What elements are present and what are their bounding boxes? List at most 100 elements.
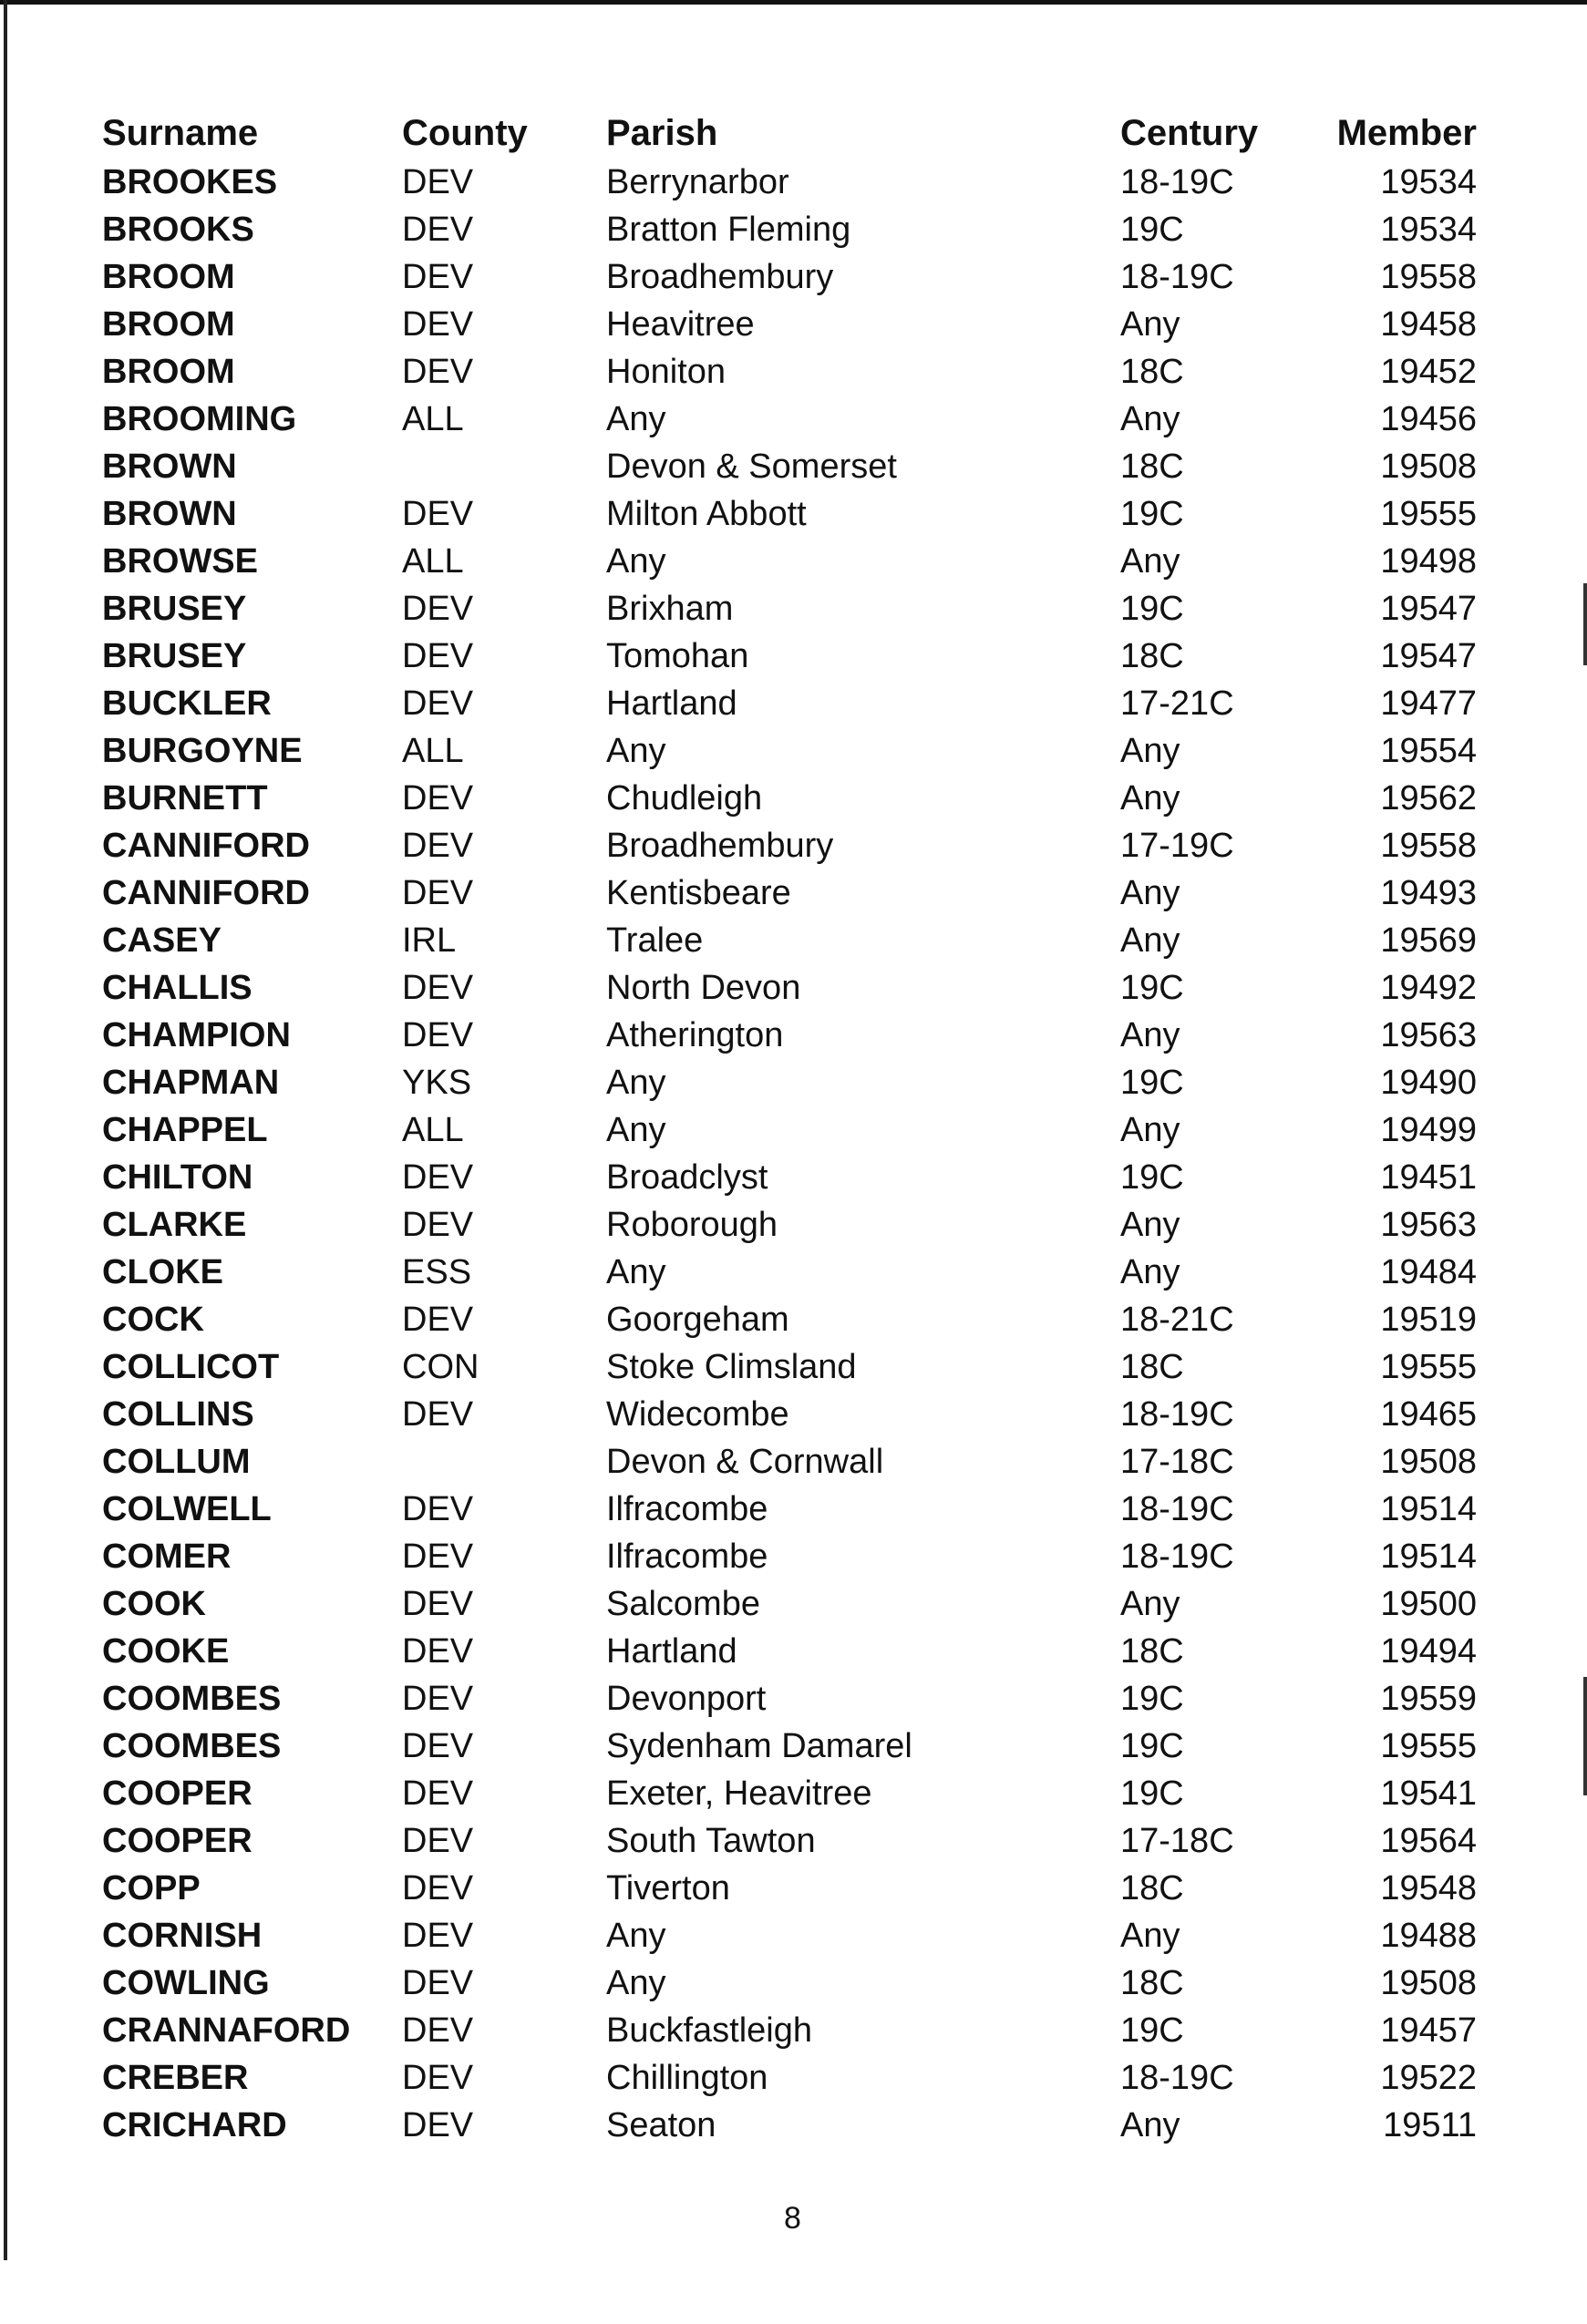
cell-surname: CHAPMAN [102, 1064, 280, 1102]
cell-surname: COOPER [102, 1774, 252, 1813]
table-row: COLLICOT CON Stoke Climsland 18C 19555 [102, 1343, 1477, 1391]
table-row: CHALLIS DEV North Devon 19C 19492 [102, 964, 1477, 1012]
cell-member: 19451 [1380, 1158, 1477, 1197]
cell-county: DEV [402, 1632, 474, 1671]
cell-parish: Devon & Cornwall [606, 1443, 884, 1481]
table-row: CANNIFORD DEV Kentisbeare Any 19493 [102, 869, 1477, 917]
cell-member: 19555 [1380, 1348, 1477, 1386]
cell-parish: Any [606, 1917, 666, 1955]
cell-parish: Any [606, 400, 666, 438]
cell-member: 19508 [1380, 1443, 1477, 1481]
header-member: Member [1336, 113, 1477, 153]
cell-member: 19558 [1380, 258, 1477, 296]
cell-county: DEV [402, 969, 474, 1007]
cell-parish: Devon & Somerset [606, 447, 897, 486]
cell-century: 18C [1120, 353, 1184, 391]
surname-interests-table: Surname County Parish Century Member BRO… [102, 108, 1477, 2149]
cell-parish: Hartland [606, 684, 737, 723]
cell-county: ALL [402, 1111, 464, 1149]
cell-century: 19C [1120, 2011, 1184, 2050]
cell-county: DEV [402, 163, 474, 201]
cell-member: 19564 [1380, 1822, 1477, 1860]
cell-county: DEV [402, 590, 474, 628]
cell-century: 17-21C [1120, 684, 1234, 723]
cell-member: 19559 [1380, 1680, 1477, 1718]
cell-county: YKS [402, 1064, 472, 1102]
cell-county: IRL [402, 921, 457, 960]
cell-county: DEV [402, 1206, 474, 1244]
cell-county: ALL [402, 400, 464, 438]
cell-parish: Broadhembury [606, 827, 834, 865]
cell-parish: Devonport [606, 1680, 767, 1718]
cell-member: 19498 [1380, 542, 1477, 581]
table-row: CRANNAFORD DEV Buckfastleigh 19C 19457 [102, 2007, 1477, 2054]
cell-member: 19499 [1380, 1111, 1477, 1149]
cell-surname: BRUSEY [102, 590, 247, 628]
table-row: CHAMPION DEV Atherington Any 19563 [102, 1012, 1477, 1059]
cell-surname: COOMBES [102, 1680, 282, 1718]
cell-surname: BROWN [102, 447, 237, 486]
table-row: BROOM DEV Honiton 18C 19452 [102, 348, 1477, 396]
cell-surname: BROOKES [102, 163, 278, 201]
cell-county: DEV [402, 258, 474, 296]
cell-parish: Ilfracombe [606, 1537, 768, 1576]
cell-member: 19569 [1380, 921, 1477, 960]
table-row: BURNETT DEV Chudleigh Any 19562 [102, 775, 1477, 822]
cell-parish: Berrynarbor [606, 163, 789, 201]
cell-county: DEV [402, 2011, 474, 2050]
cell-surname: COCK [102, 1301, 204, 1339]
cell-parish: Chudleigh [606, 779, 763, 818]
cell-member: 19555 [1380, 495, 1477, 533]
cell-surname: BROOM [102, 258, 235, 296]
cell-century: Any [1120, 1111, 1180, 1149]
cell-surname: CHALLIS [102, 969, 252, 1007]
cell-parish: North Devon [606, 969, 801, 1007]
cell-county: DEV [402, 1016, 474, 1054]
cell-century: 18-21C [1120, 1301, 1234, 1339]
cell-century: Any [1120, 779, 1180, 818]
cell-parish: Widecombe [606, 1395, 789, 1434]
table-row: BRUSEY DEV Tomohan 18C 19547 [102, 632, 1477, 680]
cell-surname: CHAPPEL [102, 1111, 268, 1149]
cell-parish: Stoke Climsland [606, 1348, 857, 1386]
cell-surname: BUCKLER [102, 684, 272, 723]
cell-member: 19488 [1380, 1917, 1477, 1955]
scan-left-edge [4, 0, 7, 2260]
table-row: COPP DEV Tiverton 18C 19548 [102, 1865, 1477, 1912]
cell-parish: Any [606, 1253, 666, 1291]
table-row: COOK DEV Salcombe Any 19500 [102, 1580, 1477, 1628]
cell-surname: CRANNAFORD [102, 2011, 351, 2050]
cell-parish: Buckfastleigh [606, 2011, 813, 2050]
cell-parish: Milton Abbott [606, 495, 807, 533]
table-row: BROWSE ALL Any Any 19498 [102, 538, 1477, 585]
table-row: COOMBES DEV Devonport 19C 19559 [102, 1675, 1477, 1722]
cell-member: 19558 [1380, 827, 1477, 865]
cell-surname: CORNISH [102, 1917, 263, 1955]
cell-century: 18C [1120, 1964, 1184, 2002]
cell-surname: BROOM [102, 305, 235, 344]
cell-century: 17-19C [1120, 827, 1234, 865]
cell-surname: BROOM [102, 353, 235, 391]
cell-century: Any [1120, 305, 1180, 344]
cell-member: 19508 [1380, 1964, 1477, 2002]
cell-century: 18-19C [1120, 1490, 1234, 1528]
cell-member: 19522 [1380, 2059, 1477, 2097]
table-row: BROOMING ALL Any Any 19456 [102, 396, 1477, 443]
table-row: BUCKLER DEV Hartland 17-21C 19477 [102, 680, 1477, 727]
cell-parish: Tiverton [606, 1869, 730, 1908]
table-row: BROOKES DEV Berrynarbor 18-19C 19534 [102, 159, 1477, 206]
cell-county: DEV [402, 827, 474, 865]
cell-century: 18-19C [1120, 1395, 1234, 1434]
table-row: COOKE DEV Hartland 18C 19494 [102, 1628, 1477, 1675]
scan-right-mark [1583, 583, 1587, 665]
cell-surname: COOKE [102, 1632, 230, 1671]
cell-surname: COOPER [102, 1822, 252, 1860]
cell-member: 19477 [1380, 684, 1477, 723]
cell-century: 18-19C [1120, 2059, 1234, 2097]
cell-member: 19541 [1380, 1774, 1477, 1813]
cell-county: DEV [402, 637, 474, 675]
cell-century: 19C [1120, 1158, 1184, 1197]
header-century: Century [1120, 113, 1259, 153]
table-row: CHILTON DEV Broadclyst 19C 19451 [102, 1154, 1477, 1201]
page-number: 8 [784, 2201, 801, 2236]
